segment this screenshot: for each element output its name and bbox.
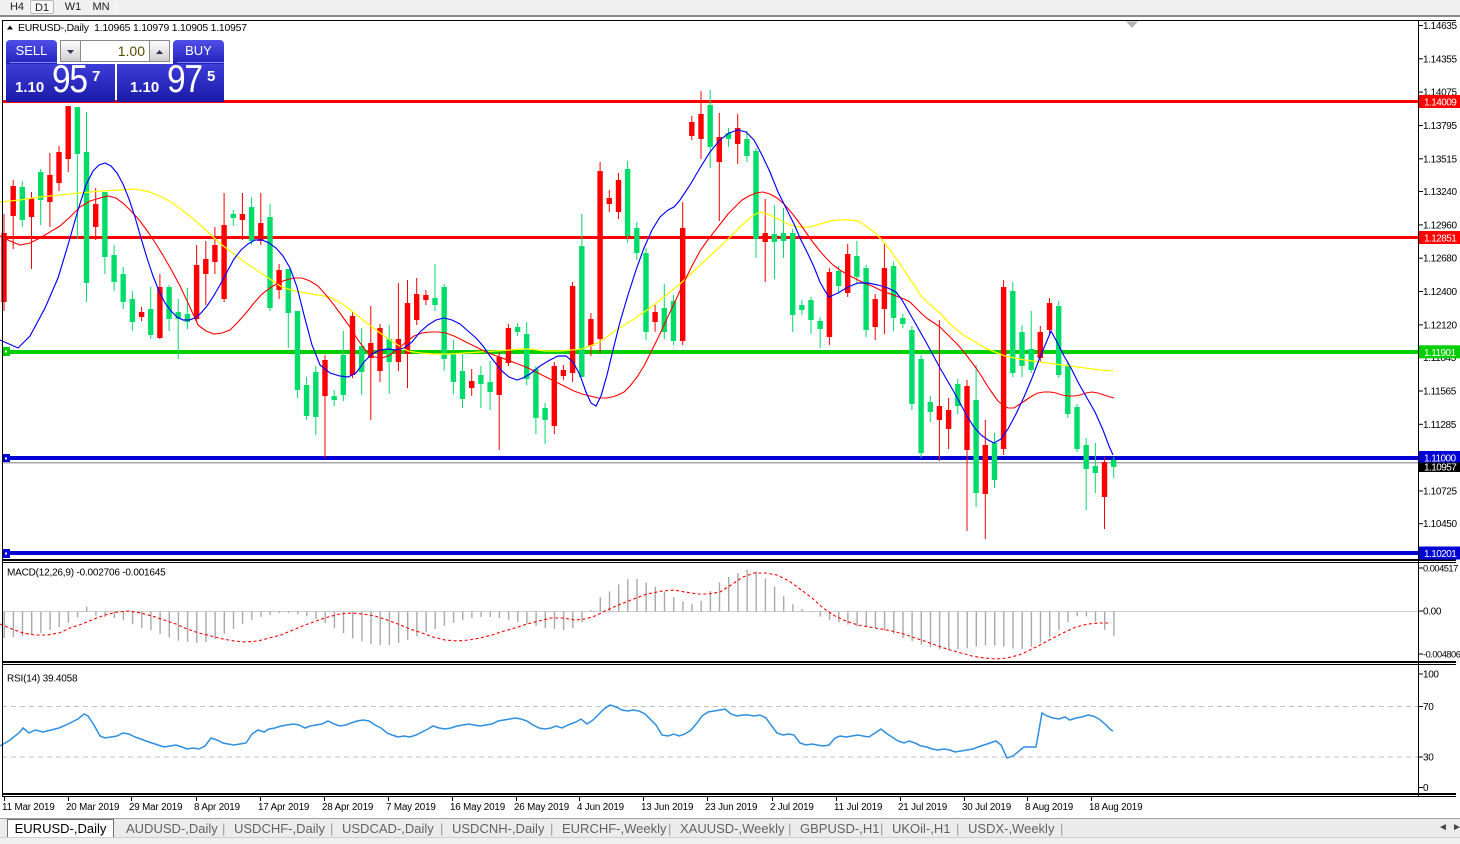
svg-text:1.12120: 1.12120 [1423, 320, 1457, 331]
svg-text:1.14009: 1.14009 [1424, 98, 1457, 109]
svg-text:1.12400: 1.12400 [1423, 287, 1457, 298]
svg-text:1.14355: 1.14355 [1423, 54, 1457, 65]
svg-text:7 May 2019: 7 May 2019 [386, 802, 436, 813]
svg-text:70: 70 [1423, 702, 1434, 713]
svg-text:1.11901: 1.11901 [1424, 348, 1457, 359]
svg-text:29 Mar 2019: 29 Mar 2019 [129, 802, 182, 813]
svg-text:1.14075: 1.14075 [1423, 88, 1457, 99]
svg-text:23 Jun 2019: 23 Jun 2019 [705, 802, 757, 813]
svg-text:1.13795: 1.13795 [1423, 121, 1457, 132]
svg-text:20 Mar 2019: 20 Mar 2019 [66, 802, 119, 813]
svg-text:16 May 2019: 16 May 2019 [450, 802, 505, 813]
svg-text:0: 0 [1423, 783, 1429, 794]
svg-text:1.11565: 1.11565 [1423, 387, 1457, 398]
svg-text:2 Jul 2019: 2 Jul 2019 [770, 802, 814, 813]
svg-text:MACD(12,26,9) -0.002706 -0.001: MACD(12,26,9) -0.002706 -0.001645 [7, 568, 166, 579]
svg-text:-0.004806: -0.004806 [1423, 650, 1460, 660]
svg-text:30 Jul 2019: 30 Jul 2019 [962, 802, 1011, 813]
svg-text:30: 30 [1423, 753, 1434, 764]
svg-text:11 Jul 2019: 11 Jul 2019 [834, 802, 882, 813]
svg-text:1.11285: 1.11285 [1423, 420, 1457, 431]
svg-text:1.10450: 1.10450 [1423, 519, 1457, 530]
svg-text:1.13515: 1.13515 [1423, 154, 1457, 165]
svg-text:8 Apr 2019: 8 Apr 2019 [194, 802, 240, 813]
svg-text:1.10725: 1.10725 [1423, 487, 1457, 498]
svg-text:1.12851: 1.12851 [1424, 234, 1457, 245]
svg-text:1.13240: 1.13240 [1423, 187, 1457, 198]
svg-text:1.10957: 1.10957 [1424, 463, 1457, 474]
svg-text:RSI(14) 39.4058: RSI(14) 39.4058 [7, 674, 78, 685]
svg-text:1.11845: 1.11845 [1423, 353, 1457, 364]
svg-text:EURUSD-,Daily 1.10965 1.10979: EURUSD-,Daily 1.10965 1.10979 1.10905 1.… [18, 23, 247, 34]
svg-text:1.14635: 1.14635 [1423, 21, 1457, 32]
svg-text:1.10201: 1.10201 [1424, 549, 1457, 560]
svg-text:8 Aug 2019: 8 Aug 2019 [1025, 802, 1073, 813]
svg-text:1.12960: 1.12960 [1423, 220, 1457, 231]
svg-text:100: 100 [1423, 670, 1439, 681]
svg-text:13 Jun 2019: 13 Jun 2019 [641, 802, 693, 813]
svg-text:1.11000: 1.11000 [1424, 454, 1457, 465]
svg-text:28 Apr 2019: 28 Apr 2019 [322, 802, 373, 813]
svg-text:17 Apr 2019: 17 Apr 2019 [258, 802, 309, 813]
svg-text:11 Mar 2019: 11 Mar 2019 [2, 802, 55, 813]
svg-text:0.004517: 0.004517 [1423, 564, 1458, 574]
svg-text:0.00: 0.00 [1423, 607, 1442, 618]
svg-text:18 Aug 2019: 18 Aug 2019 [1089, 802, 1142, 813]
svg-text:1.12680: 1.12680 [1423, 254, 1457, 265]
svg-text:4 Jun 2019: 4 Jun 2019 [577, 802, 624, 813]
svg-text:21 Jul 2019: 21 Jul 2019 [898, 802, 947, 813]
svg-text:26 May 2019: 26 May 2019 [514, 802, 569, 813]
